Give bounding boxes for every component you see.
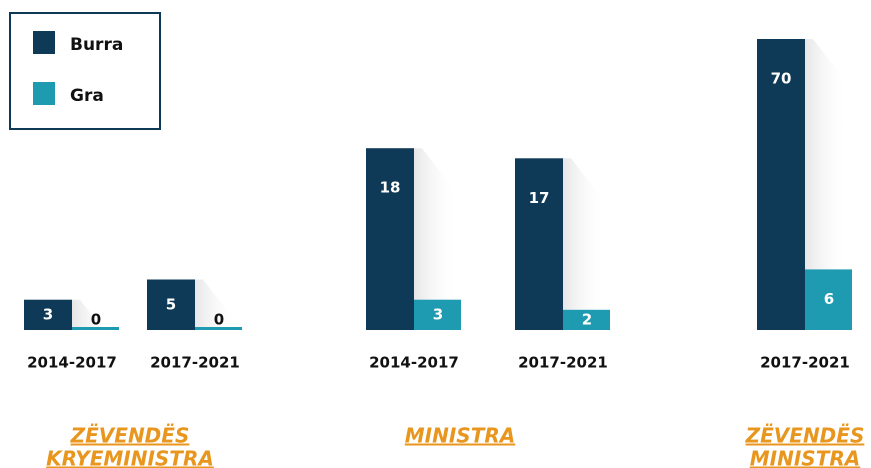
bar-shadow	[195, 279, 238, 330]
value-label: 0	[91, 311, 101, 329]
x-tick-label: 2014-2017	[369, 354, 459, 372]
value-label: 6	[824, 290, 834, 308]
group-label: ZËVENDËS	[70, 424, 190, 448]
bar	[72, 327, 119, 330]
bar	[24, 299, 72, 330]
bar	[195, 327, 242, 330]
x-tick-label: 2017-2021	[518, 354, 608, 372]
bar	[414, 299, 461, 330]
value-label: 5	[166, 295, 176, 313]
legend-box	[9, 12, 161, 130]
bar	[757, 39, 805, 330]
bar	[563, 309, 610, 330]
value-label: 3	[43, 305, 53, 323]
value-label: 17	[529, 189, 550, 207]
value-label: 3	[433, 305, 443, 323]
x-tick-label: 2014-2017	[27, 354, 117, 372]
bar-shadow	[805, 39, 848, 330]
x-tick-label: 2017-2021	[760, 354, 850, 372]
legend-swatch	[33, 31, 55, 54]
bar-shadow	[563, 158, 606, 330]
bar-shadow	[72, 299, 115, 345]
bar	[515, 158, 563, 330]
bar	[805, 269, 852, 330]
bar	[147, 279, 195, 330]
legend-swatch	[33, 82, 55, 105]
value-label: 2	[582, 310, 592, 328]
value-label: 18	[380, 179, 401, 197]
group-label: MINISTRA	[750, 447, 860, 468]
group-label: MINISTRA	[405, 424, 515, 448]
value-label: 70	[771, 70, 792, 88]
group-label: KRYEMINISTRA	[46, 447, 214, 468]
legend-label: Burra	[70, 35, 123, 55]
legend-label: Gra	[70, 86, 104, 106]
value-label: 0	[214, 311, 224, 329]
group-label: ZËVENDËS	[745, 424, 865, 448]
x-tick-label: 2017-2021	[150, 354, 240, 372]
bar-shadow	[414, 148, 457, 330]
bar	[366, 148, 414, 330]
